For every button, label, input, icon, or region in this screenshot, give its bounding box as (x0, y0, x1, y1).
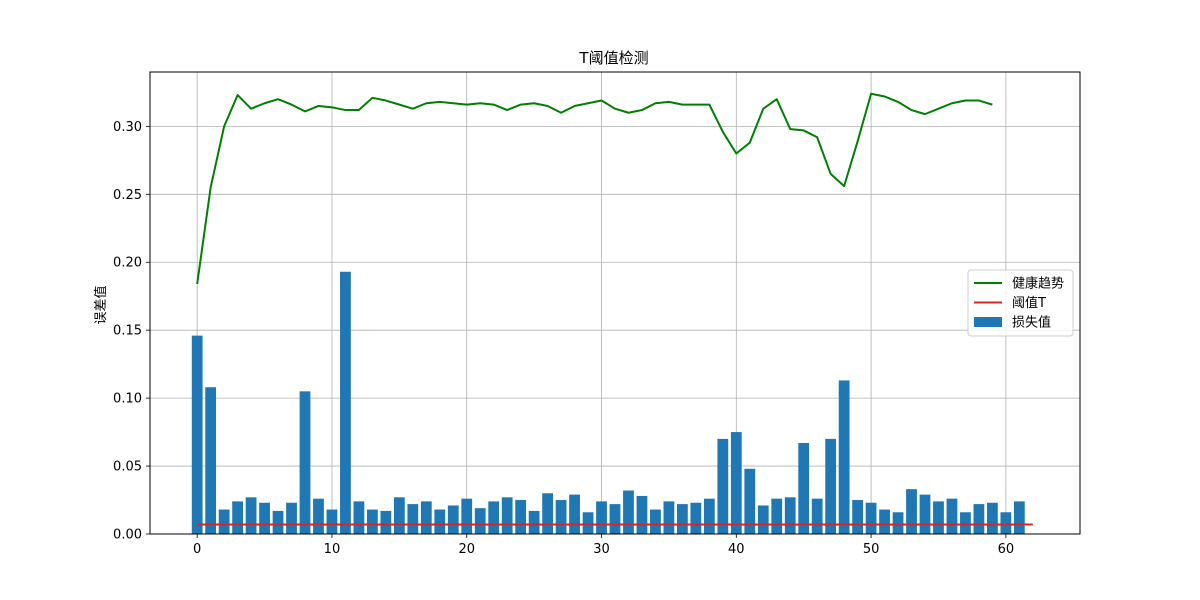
bar (717, 438, 729, 534)
legend-label: 损失值 (1012, 315, 1051, 331)
bar (744, 468, 756, 534)
y-tick-label: 0.05 (113, 460, 142, 475)
bar (353, 501, 365, 534)
y-tick-label: 0.25 (113, 188, 142, 203)
bar (232, 501, 243, 534)
y-tick-label: 0.30 (113, 120, 142, 135)
bar (515, 500, 527, 534)
bar (501, 497, 513, 534)
bar (919, 494, 931, 534)
chart-title: T阈值检测 (578, 49, 648, 67)
bar (825, 438, 837, 534)
bar (690, 502, 702, 534)
bar (218, 509, 230, 534)
x-tick-label: 60 (998, 542, 1015, 557)
bar (461, 498, 473, 534)
bar (609, 504, 621, 534)
x-tick-label: 50 (863, 542, 880, 557)
bar (798, 442, 810, 534)
bar (730, 432, 742, 534)
bar (852, 500, 863, 534)
bar (703, 498, 715, 534)
bar (299, 391, 311, 534)
bar (542, 493, 553, 534)
bar (569, 494, 580, 534)
y-tick-label: 0.00 (113, 528, 142, 543)
x-tick-label: 30 (593, 542, 610, 557)
x-tick-label: 10 (324, 542, 341, 557)
bar (663, 501, 675, 534)
bar (784, 497, 796, 534)
bar (340, 271, 351, 534)
bar (892, 512, 904, 534)
bar (528, 510, 540, 534)
bar (596, 501, 607, 534)
x-tick-label: 0 (193, 542, 201, 557)
axis-ticks: 0 10 20 30 40 50 60 0.00 0.05 0.10 0.15 0.20 0.25 0.3… (113, 120, 1014, 557)
bar (245, 497, 257, 534)
bar (380, 510, 392, 534)
y-tick-label: 0.10 (113, 392, 142, 407)
bar (623, 490, 634, 534)
bar (407, 504, 419, 534)
bar (650, 509, 661, 534)
bar (272, 510, 284, 534)
x-tick-label: 40 (728, 542, 745, 557)
bar (555, 500, 567, 534)
grid-lines (150, 72, 1080, 535)
bar (474, 508, 486, 534)
bar (393, 497, 405, 534)
legend-swatch-bar (974, 317, 1002, 327)
bar (1000, 512, 1012, 534)
bar (191, 335, 203, 534)
bar (447, 505, 459, 534)
legend-label: 阈值T (1012, 295, 1046, 311)
bar (677, 504, 688, 534)
bar (313, 498, 324, 534)
bar (771, 498, 783, 534)
trend-series (196, 92, 993, 285)
plot-frame (149, 71, 1081, 535)
trend-line (196, 92, 993, 285)
bar (906, 489, 917, 534)
y-tick-label: 0.15 (113, 324, 142, 339)
y-tick-label: 0.20 (113, 256, 142, 271)
bar (259, 502, 270, 534)
bar (811, 498, 823, 534)
bar (434, 509, 446, 534)
bar (420, 501, 432, 534)
bar (879, 509, 890, 534)
bar (488, 501, 500, 534)
bar (865, 502, 877, 534)
bar (960, 512, 971, 534)
bar (326, 509, 338, 534)
bar (636, 495, 648, 534)
bar (367, 509, 378, 534)
bar (757, 505, 769, 534)
legend-label: 健康趋势 (1012, 276, 1064, 292)
bar (1013, 501, 1025, 534)
bar (582, 512, 594, 534)
x-tick-label: 20 (458, 542, 475, 557)
bar (973, 504, 985, 534)
bar (946, 498, 958, 534)
bar (838, 380, 850, 534)
bar (933, 501, 944, 534)
bar (286, 502, 297, 534)
bar-series (191, 271, 1025, 534)
bar (205, 387, 217, 534)
y-axis-label: 误差值 (93, 285, 109, 324)
bar (987, 502, 998, 534)
